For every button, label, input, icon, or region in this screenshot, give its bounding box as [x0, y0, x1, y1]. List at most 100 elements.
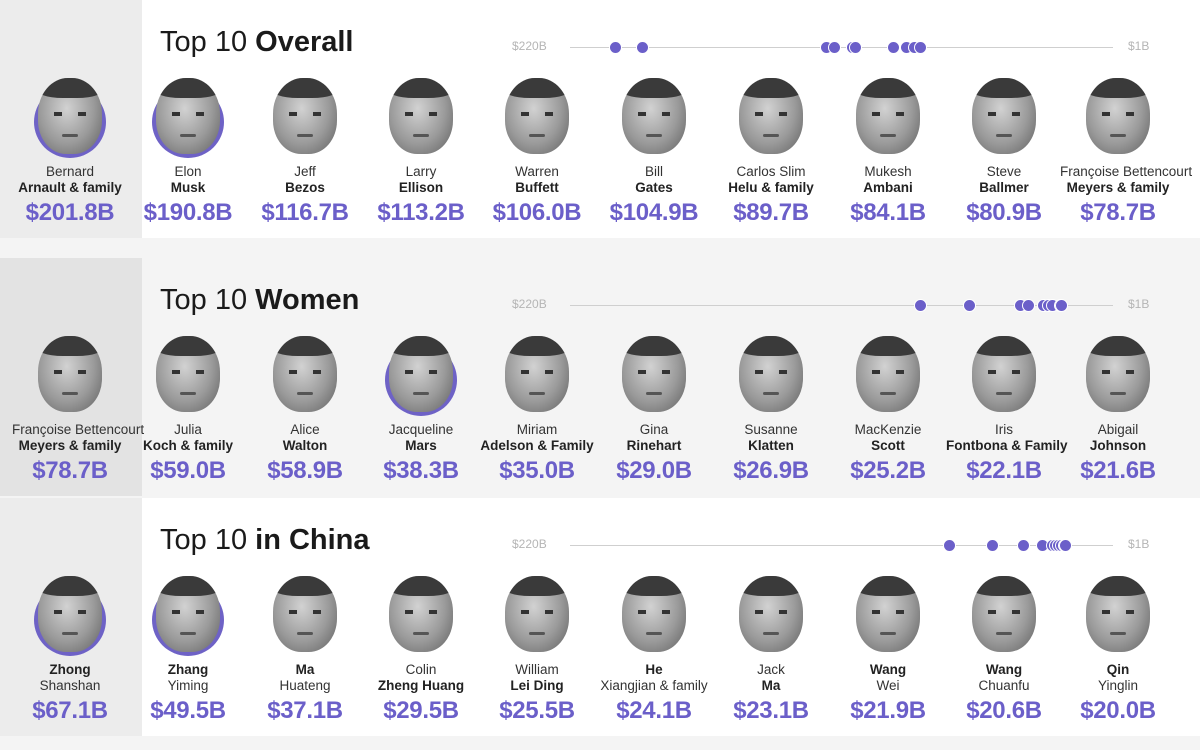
person-second-line: Koch & family [142, 438, 234, 453]
portrait [383, 568, 459, 656]
portrait [1080, 70, 1156, 158]
person-card: Jack Ma $23.1B [713, 568, 829, 738]
person-second-line: Xiangjian & family [600, 678, 708, 693]
portrait [850, 70, 926, 158]
portrait-photo [273, 78, 337, 154]
portrait [267, 328, 343, 416]
scale-dot [635, 41, 649, 54]
person-card: Gina Rinehart $29.0B [596, 328, 712, 498]
scale-dot [1022, 299, 1036, 312]
portrait-photo [38, 336, 102, 412]
scale-dot [942, 539, 956, 552]
person-first-line: Bill [644, 164, 663, 179]
section-title-emphasis: Overall [255, 26, 354, 58]
bottom-strip [0, 740, 1200, 750]
person-card: Larry Ellison $113.2B [363, 70, 479, 240]
scale-dot [828, 41, 842, 54]
portrait [1080, 568, 1156, 656]
scale-low-label: $1B [1128, 39, 1150, 53]
person-first-line: Jack [757, 662, 785, 677]
person-first-line: MacKenzie [854, 422, 922, 437]
portrait-photo [273, 576, 337, 652]
person-second-line: Klatten [748, 438, 794, 453]
person-first-line: He [645, 662, 663, 677]
portrait-photo [505, 78, 569, 154]
scale-track [570, 47, 1113, 48]
portrait [383, 328, 459, 416]
portrait [499, 328, 575, 416]
person-card: Mukesh Ambani $84.1B [830, 70, 946, 240]
person-second-line: Johnson [1089, 438, 1147, 453]
section-title-prefix: Top 10 [160, 26, 256, 58]
net-worth: $58.9B [267, 457, 343, 484]
portrait [850, 328, 926, 416]
portrait-photo [389, 78, 453, 154]
net-worth: $49.5B [150, 697, 226, 724]
person-first-line: Abigail [1097, 422, 1139, 437]
portrait [966, 328, 1042, 416]
portrait-photo [972, 576, 1036, 652]
net-worth: $116.7B [261, 199, 349, 226]
person-second-line: Buffett [515, 180, 559, 195]
section-title-emphasis: Women [255, 284, 360, 316]
portrait-photo [739, 576, 803, 652]
person-first-line: Carlos Slim [736, 164, 806, 179]
portrait [150, 70, 226, 158]
portrait [267, 568, 343, 656]
section-title-prefix: Top 10 [160, 524, 256, 556]
scale-low-label: $1B [1128, 297, 1150, 311]
person-second-line: Gates [635, 180, 673, 195]
portrait-photo [622, 336, 686, 412]
portrait-photo [856, 336, 920, 412]
person-second-line: Ballmer [979, 180, 1029, 195]
portrait [850, 568, 926, 656]
section-in-china: Top 10 in China $220B $1B Zhong Shanshan… [0, 498, 1200, 736]
net-worth: $25.2B [850, 457, 926, 484]
portrait-photo [739, 336, 803, 412]
person-second-line: Chuanfu [978, 678, 1030, 693]
person-first-line: Wang [985, 662, 1023, 677]
portrait [499, 568, 575, 656]
scale-dot [608, 41, 622, 54]
person-second-line: Helu & family [728, 180, 814, 195]
section-women: Top 10 Women $220B $1B Françoise Bettenc… [0, 258, 1200, 496]
person-card: Alice Walton $58.9B [247, 328, 363, 498]
portrait-photo [38, 78, 102, 154]
person-second-line: Meyers & family [1066, 180, 1170, 195]
portrait [267, 70, 343, 158]
net-worth: $26.9B [733, 457, 809, 484]
portrait [32, 70, 108, 158]
portrait [616, 70, 692, 158]
net-worth: $84.1B [850, 199, 926, 226]
person-second-line: Bezos [285, 180, 325, 195]
person-second-line: Ambani [863, 180, 913, 195]
person-first-line: Françoise Bettencourt [1060, 164, 1193, 179]
net-worth: $201.8B [25, 199, 115, 226]
net-worth: $190.8B [143, 199, 233, 226]
net-worth: $25.5B [499, 697, 575, 724]
net-worth: $35.0B [499, 457, 575, 484]
person-second-line: Lei Ding [510, 678, 564, 693]
lead-person-card: Zhong Shanshan $67.1B [12, 568, 128, 738]
net-worth: $24.1B [616, 697, 692, 724]
portrait [150, 568, 226, 656]
person-card: Colin Zheng Huang $29.5B [363, 568, 479, 738]
person-second-line: Shanshan [39, 678, 101, 693]
net-worth-scale: $220B $1B [500, 534, 1160, 558]
portrait [1080, 328, 1156, 416]
person-card: Carlos Slim Helu & family $89.7B [713, 70, 829, 240]
portrait-photo [389, 576, 453, 652]
person-card: Wang Chuanfu $20.6B [946, 568, 1062, 738]
person-second-line: Arnault & family [18, 180, 122, 195]
person-first-line: Zhong [49, 662, 91, 677]
portrait-photo [38, 576, 102, 652]
scale-low-label: $1B [1128, 537, 1150, 551]
person-card: Qin Yinglin $20.0B [1060, 568, 1176, 738]
net-worth: $29.0B [616, 457, 692, 484]
person-first-line: Zhang [167, 662, 209, 677]
person-first-line: Wang [869, 662, 907, 677]
portrait [32, 568, 108, 656]
person-first-line: Larry [405, 164, 437, 179]
person-card: Susanne Klatten $26.9B [713, 328, 829, 498]
portrait-photo [156, 78, 220, 154]
